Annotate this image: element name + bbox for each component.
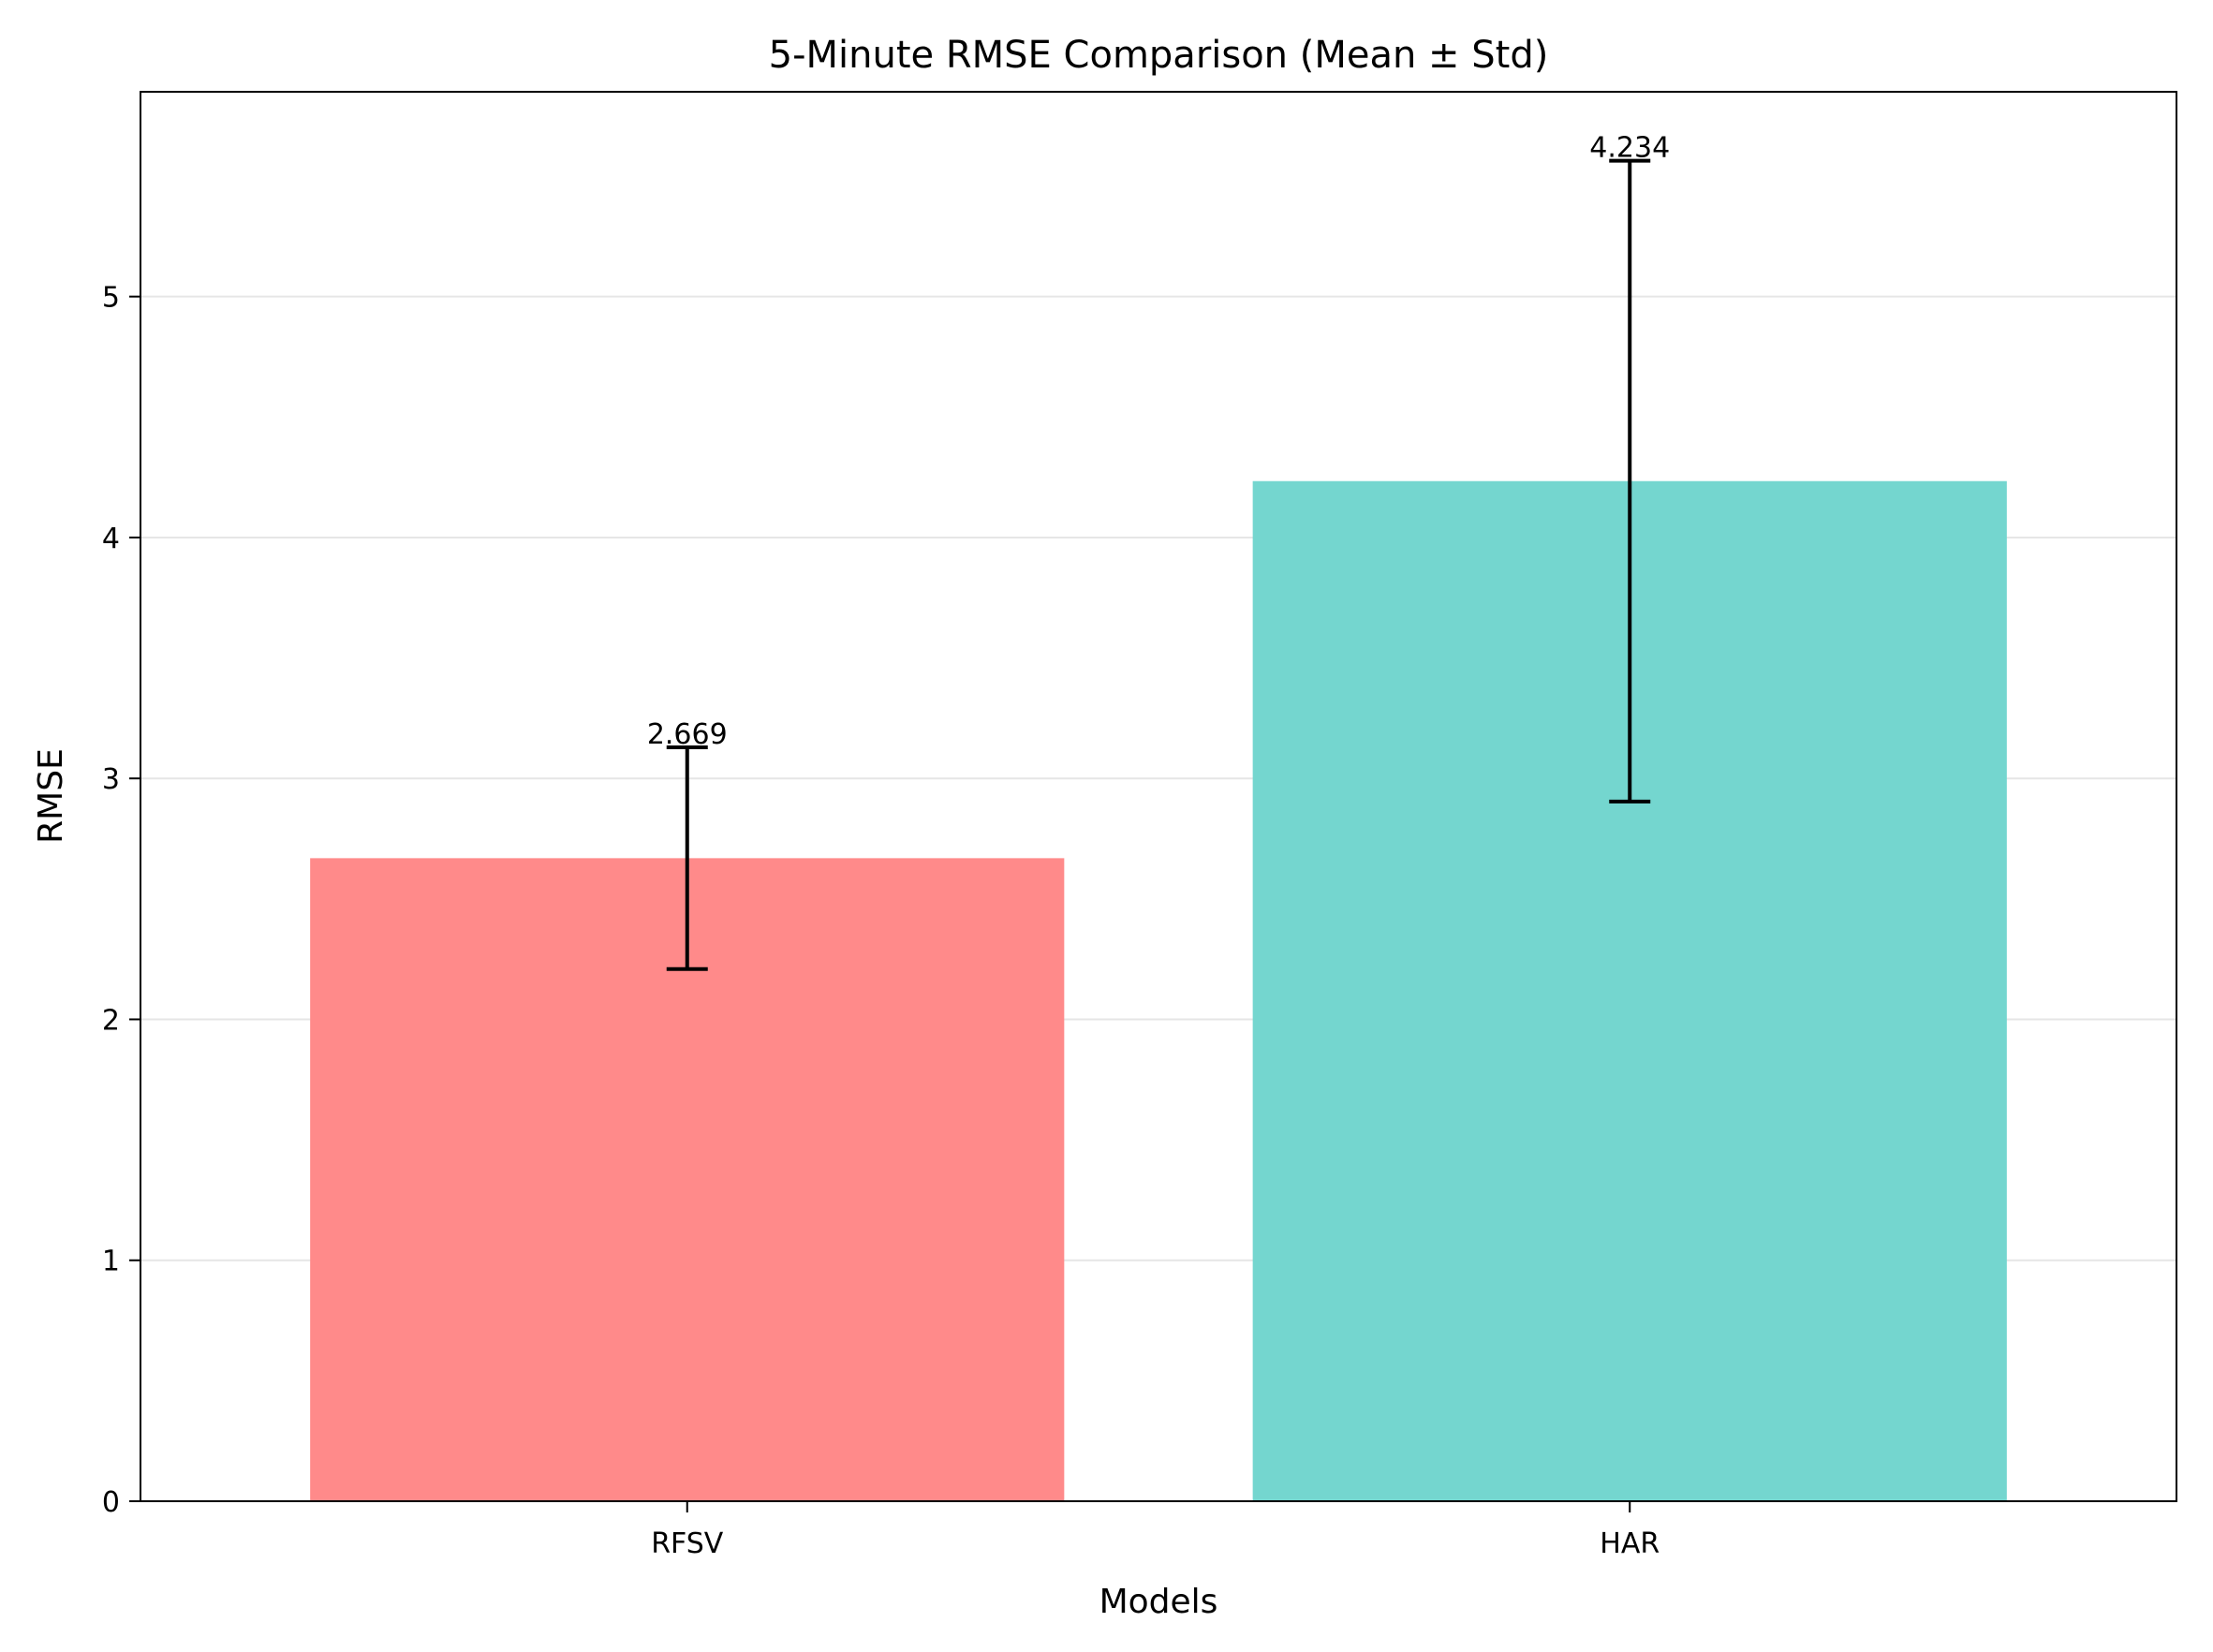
y-axis: 0 1 2 3 4 5 (102, 282, 140, 1519)
plot-frame (140, 91, 2177, 1502)
y-tick-label: 3 (102, 763, 120, 796)
chart-title: 5-Minute RMSE Comparison (Mean ± Std) (769, 34, 1549, 77)
error-bar-har (1609, 158, 1651, 804)
error-bars (666, 158, 1651, 971)
x-tick-label-rfsv: RFSV (651, 1527, 724, 1560)
y-tick-label: 1 (102, 1246, 120, 1278)
data-labels: 2.669 4.234 (647, 132, 1670, 751)
y-axis-label: RMSE (32, 748, 70, 844)
x-axis: RFSV HAR (651, 1501, 1660, 1560)
y-tick-label: 5 (102, 282, 120, 315)
error-bar-rfsv (666, 745, 708, 971)
x-tick-label-har: HAR (1600, 1527, 1660, 1560)
data-label-rfsv: 2.669 (647, 718, 728, 751)
y-tick-label: 4 (102, 523, 120, 555)
data-label-har: 4.234 (1589, 132, 1670, 165)
y-tick-label: 0 (102, 1486, 120, 1519)
x-axis-label: Models (1099, 1583, 1218, 1621)
y-tick-label: 2 (102, 1004, 120, 1037)
bars (310, 480, 2007, 1501)
